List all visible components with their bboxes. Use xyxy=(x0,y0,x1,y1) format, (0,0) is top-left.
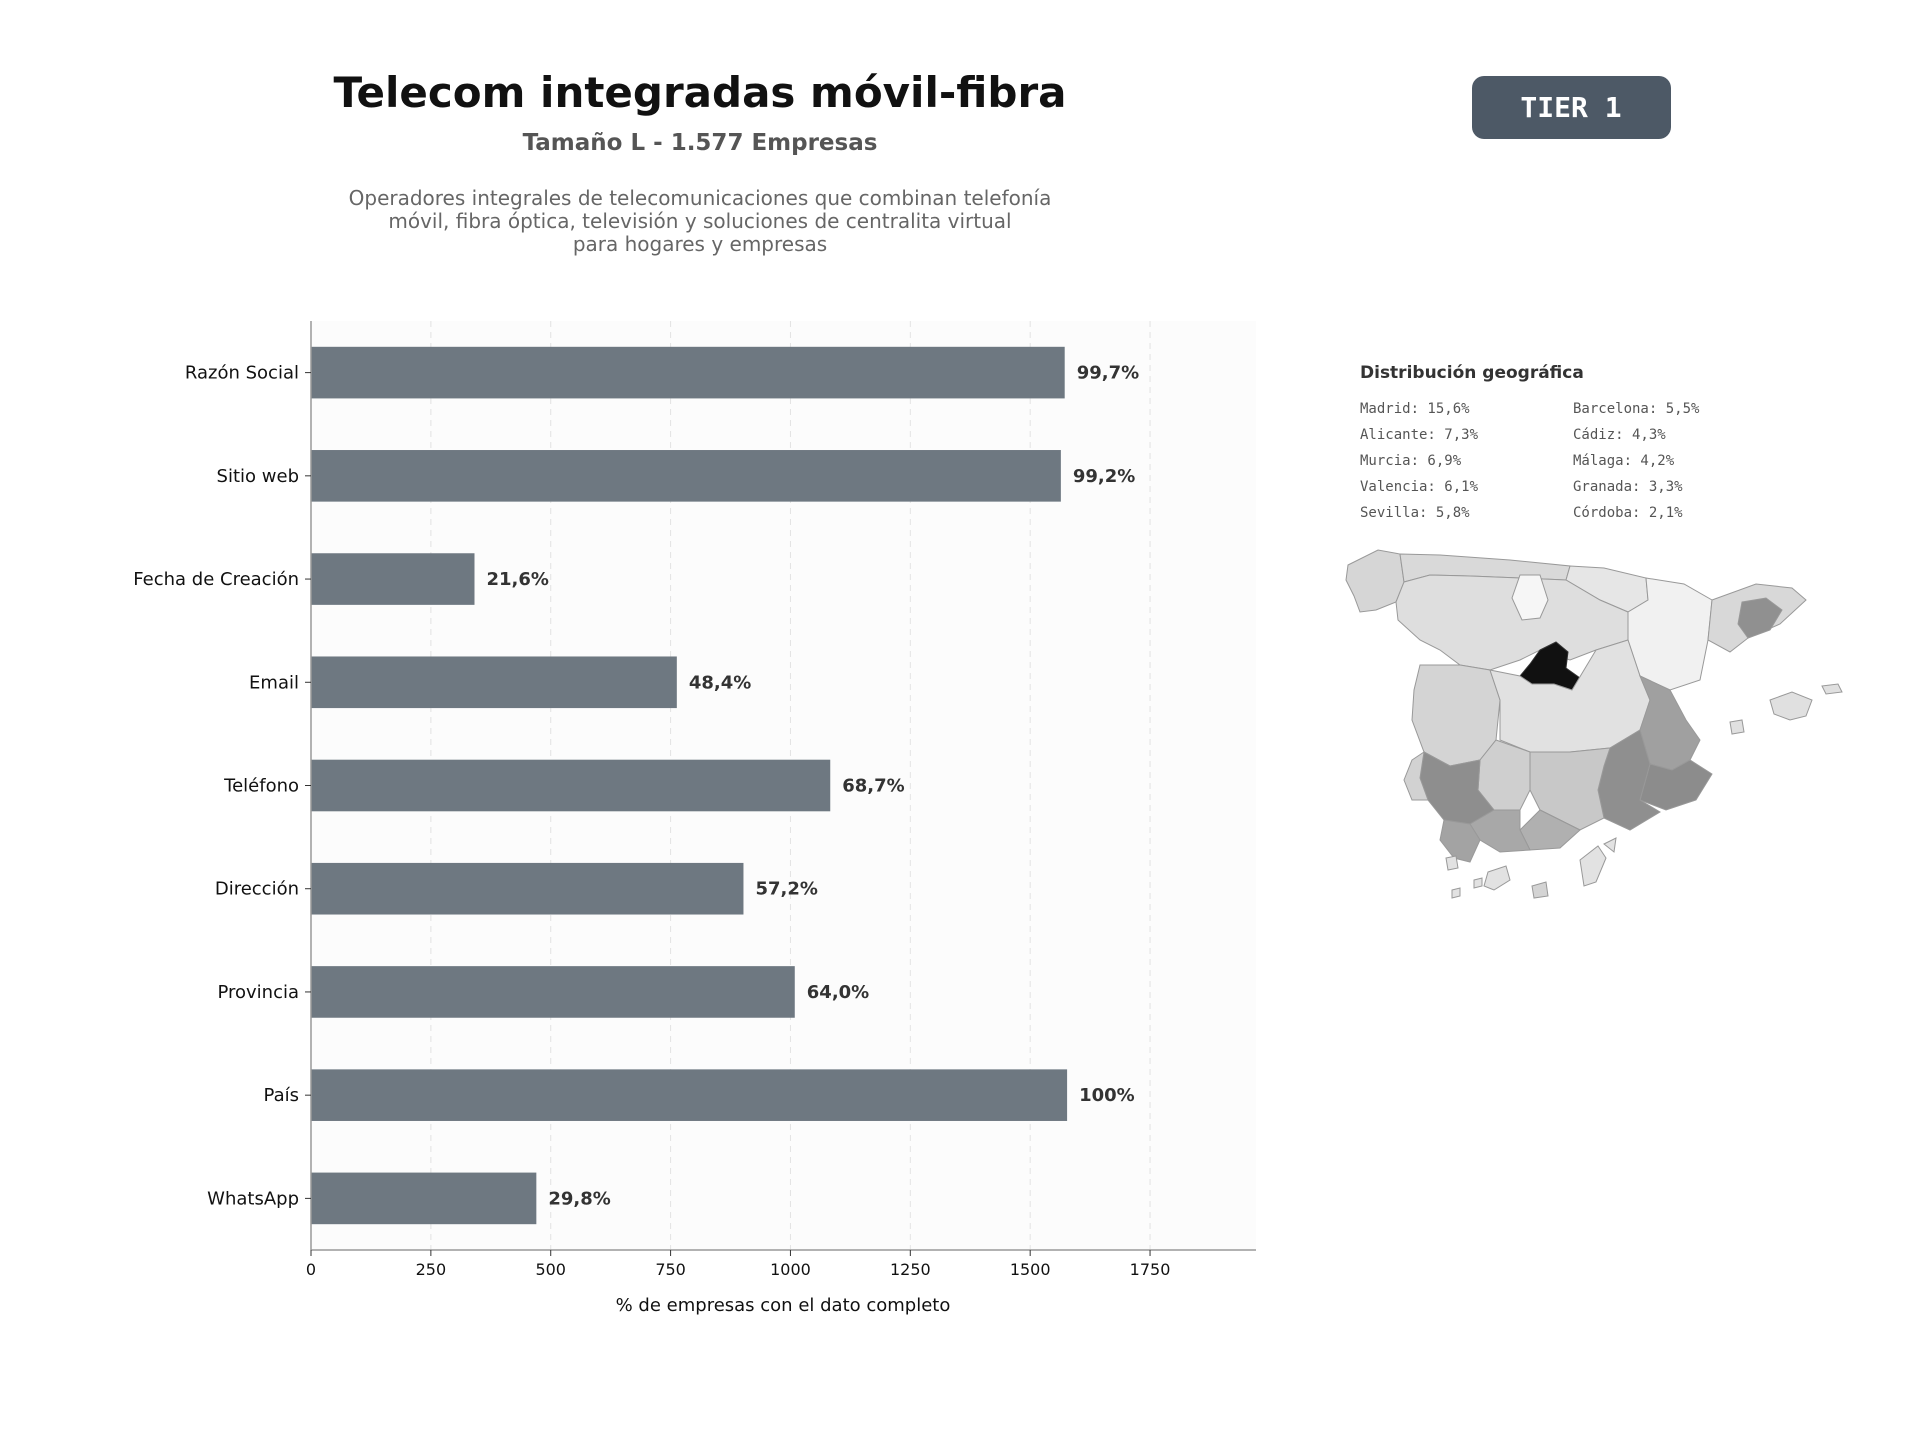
spain-map xyxy=(1345,549,1843,899)
bar xyxy=(311,346,1065,399)
map-balearic-ibiza xyxy=(1729,719,1745,735)
map-galicia xyxy=(1345,549,1405,613)
category-label: Dirección xyxy=(215,879,299,900)
bar-value-label: 57,2% xyxy=(755,879,817,900)
x-tick-label: 500 xyxy=(535,1260,566,1279)
x-tick-label: 250 xyxy=(416,1260,447,1279)
y-axis-categories: Razón Social Sitio web Fecha de Creación Em… xyxy=(133,363,311,1209)
bar-value-label: 99,2% xyxy=(1073,466,1135,487)
map-la-rioja xyxy=(1511,574,1549,621)
bar xyxy=(311,966,795,1018)
geo-list: Madrid: 15,6% Alicante: 7,3% Murcia: 6,9% V… xyxy=(1360,401,1700,521)
x-tick-label: 1250 xyxy=(890,1260,931,1279)
geo-list-item: Málaga: 4,2% xyxy=(1573,453,1675,469)
map-balearic-menorca xyxy=(1821,683,1843,695)
map-canary-3 xyxy=(1531,881,1549,899)
tier-badge: TIER 1 xyxy=(1472,76,1671,139)
tier-badge-background xyxy=(1472,76,1671,139)
category-label: Fecha de Creación xyxy=(133,569,299,590)
geo-list-item: Madrid: 15,6% xyxy=(1360,401,1470,417)
bar xyxy=(311,450,1061,502)
map-alicante xyxy=(1639,759,1713,811)
geo-list-item: Cádiz: 4,3% xyxy=(1573,427,1666,443)
tier-badge-label: TIER 1 xyxy=(1520,91,1621,124)
geo-list-item: Granada: 3,3% xyxy=(1573,479,1683,495)
description-line-2: móvil, fibra óptica, televisión y soluci… xyxy=(388,209,1011,233)
map-canary-7 xyxy=(1451,887,1461,899)
geo-list-item: Córdoba: 2,1% xyxy=(1573,505,1683,521)
x-tick-label: 1500 xyxy=(1010,1260,1051,1279)
x-axis-title: % de empresas con el dato completo xyxy=(616,1295,951,1316)
category-label: Teléfono xyxy=(223,776,299,797)
x-axis-ticks: 0 250 500 750 1000 1250 1500 1750 xyxy=(306,1250,1170,1279)
bar-value-label: 99,7% xyxy=(1077,363,1139,384)
bar xyxy=(311,553,475,605)
bar-value-label: 64,0% xyxy=(807,982,869,1003)
geo-list-item: Sevilla: 5,8% xyxy=(1360,505,1470,521)
bar-chart: 99,7% 99,2% 21,6% 48,4% 68,7% 57,2% 64,0% 100% 2… xyxy=(133,321,1256,1316)
geo-list-item: Alicante: 7,3% xyxy=(1360,427,1479,443)
x-tick-label: 750 xyxy=(655,1260,686,1279)
x-tick-label: 1750 xyxy=(1130,1260,1171,1279)
map-cadiz xyxy=(1439,819,1481,863)
description-line-3: para hogares y empresas xyxy=(573,232,827,256)
geo-list-item: Barcelona: 5,5% xyxy=(1573,401,1700,417)
bar-value-label: 29,8% xyxy=(548,1188,610,1209)
category-label: Email xyxy=(249,672,299,693)
bar-value-label: 48,4% xyxy=(689,672,751,693)
bar xyxy=(311,759,831,812)
page-title: Telecom integradas móvil-fibra xyxy=(333,68,1066,117)
bar xyxy=(311,1172,537,1225)
bar-value-label: 21,6% xyxy=(486,569,548,590)
bar xyxy=(311,1069,1068,1121)
geo-list-item: Valencia: 6,1% xyxy=(1360,479,1479,495)
map-canary-2 xyxy=(1483,865,1511,891)
geo-list-item: Murcia: 6,9% xyxy=(1360,453,1462,469)
map-valencia xyxy=(1639,675,1701,771)
category-label: Provincia xyxy=(217,982,299,1003)
map-barcelona xyxy=(1737,597,1783,639)
bar xyxy=(311,656,677,709)
bars: 99,7% 99,2% 21,6% 48,4% 68,7% 57,2% 64,0% 100% 2… xyxy=(311,346,1139,1225)
map-balearic-mallorca xyxy=(1769,691,1813,721)
category-label: WhatsApp xyxy=(207,1188,299,1209)
geo-distribution-panel: Distribución geográfica Madrid: 15,6% Ali… xyxy=(1345,363,1843,899)
geo-title: Distribución geográfica xyxy=(1360,363,1584,383)
map-canary-1 xyxy=(1445,855,1459,871)
x-tick-label: 0 xyxy=(306,1260,316,1279)
category-label: Razón Social xyxy=(185,363,299,384)
category-label: País xyxy=(264,1085,299,1106)
map-andalucia-east xyxy=(1529,747,1611,831)
bar-value-label: 68,7% xyxy=(842,776,904,797)
map-canary-6 xyxy=(1473,877,1483,889)
bar xyxy=(311,862,744,915)
map-huelva xyxy=(1403,750,1429,801)
map-canary-5 xyxy=(1603,837,1617,853)
category-label: Sitio web xyxy=(217,466,299,487)
bar-value-label: 100% xyxy=(1079,1085,1135,1106)
description-line-1: Operadores integrales de telecomunicacio… xyxy=(349,186,1052,210)
map-canary-4 xyxy=(1579,845,1607,887)
page-subtitle: Tamaño L - 1.577 Empresas xyxy=(523,130,878,156)
x-tick-label: 1000 xyxy=(770,1260,811,1279)
